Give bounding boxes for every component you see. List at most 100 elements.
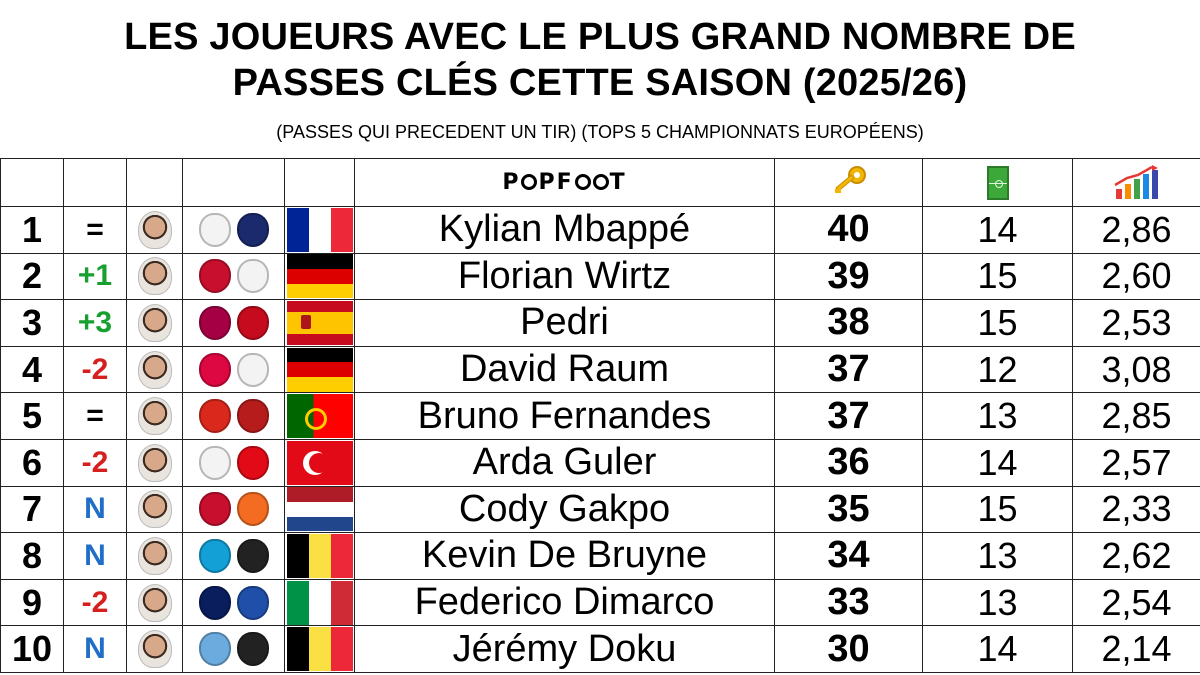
key-passes-cell: 34 (774, 532, 923, 580)
average-value: 2,86 (1101, 208, 1172, 250)
crests-cell (182, 345, 285, 394)
rank-change: +3 (77, 305, 113, 339)
player-photo (137, 443, 172, 482)
rank-cell: 7 (0, 485, 64, 534)
turkey-flag-icon (286, 440, 353, 485)
title-line-2: PASSES CLÉS CETTE SAISON (2025/26) (232, 62, 968, 104)
matches-value: 13 (977, 581, 1018, 623)
player-photo (137, 210, 172, 249)
matches-value: 15 (977, 301, 1018, 343)
key-passes-value: 34 (827, 534, 870, 577)
rank-change: +1 (77, 259, 113, 293)
player-photo (137, 350, 172, 389)
napoli-crest-icon (198, 538, 231, 573)
player-name: Pedri (520, 301, 609, 344)
page-title: LES JOUEURS AVEC LE PLUS GRAND NOMBRE DE… (0, 14, 1200, 106)
key-passes-cell: 37 (774, 392, 923, 440)
key-passes-value: 30 (827, 627, 870, 670)
rank-value: 10 (11, 628, 53, 670)
key-passes-value: 35 (827, 487, 870, 530)
table-row: 9 -2 Federico Dimarco 33 13 2,54 (0, 578, 1200, 627)
flag-cell (284, 345, 355, 394)
change-cell: -2 (63, 578, 127, 627)
average-value: 2,53 (1101, 301, 1172, 343)
key-passes-cell: 33 (774, 578, 923, 627)
player-name: Florian Wirtz (457, 254, 672, 297)
key-passes-value: 37 (827, 394, 870, 437)
key-passes-value: 38 (827, 301, 870, 344)
manchester-united-crest-icon (198, 399, 231, 434)
player-name: Kevin De Bruyne (421, 534, 708, 577)
matches-cell: 13 (922, 392, 1073, 440)
germany-flag-icon (286, 254, 353, 299)
average-cell: 3,08 (1072, 345, 1200, 394)
rank-change: N (84, 538, 106, 572)
belgium-flag-icon (286, 533, 353, 578)
rank-cell: 10 (0, 625, 64, 673)
average-value: 2,14 (1101, 628, 1172, 670)
name-cell: Kevin De Bruyne (354, 532, 775, 580)
rank-value: 6 (21, 441, 43, 483)
photo-cell (126, 392, 183, 440)
france-flag-icon (286, 207, 353, 252)
rank-value: 1 (21, 208, 43, 250)
matches-value: 14 (977, 441, 1018, 483)
rank-change: = (86, 212, 104, 246)
average-value: 2,54 (1101, 581, 1172, 623)
crests-cell (182, 485, 285, 534)
matches-cell: 14 (922, 438, 1073, 487)
change-cell: -2 (63, 345, 127, 394)
header-row: P PF T (0, 158, 1200, 207)
change-cell: = (63, 206, 127, 254)
flag-cell (284, 206, 355, 254)
matches-value: 12 (977, 348, 1018, 390)
bar-chart-icon (1113, 164, 1158, 199)
change-cell: N (63, 625, 127, 673)
average-cell: 2,86 (1072, 206, 1200, 254)
rank-change: -2 (81, 445, 109, 479)
header-cell-average (1072, 158, 1200, 207)
player-photo (137, 257, 172, 296)
average-value: 2,62 (1101, 534, 1172, 576)
portugal-flag-icon (286, 394, 353, 439)
rank-value: 3 (21, 301, 43, 343)
rank-cell: 5 (0, 392, 64, 440)
player-name: Federico Dimarco (414, 581, 715, 624)
popfoot-logo: P PF T (502, 170, 627, 195)
rank-change: N (84, 492, 106, 526)
italy-flag-icon (286, 580, 353, 625)
crests-cell (182, 578, 285, 627)
name-cell: Federico Dimarco (354, 578, 775, 627)
title-line-1: LES JOUEURS AVEC LE PLUS GRAND NOMBRE DE (124, 16, 1076, 58)
crests-cell (182, 625, 285, 673)
name-cell: Cody Gakpo (354, 485, 775, 534)
rank-change: -2 (81, 585, 109, 619)
ranking-table: P PF T (0, 158, 1200, 673)
rank-cell: 2 (0, 252, 64, 301)
flag-cell (284, 625, 355, 673)
rank-cell: 6 (0, 438, 64, 487)
crests-cell (182, 299, 285, 347)
player-name: David Raum (459, 348, 670, 391)
flag-cell (284, 438, 355, 487)
germany-federation-crest-icon (236, 352, 269, 387)
rank-cell: 9 (0, 578, 64, 627)
liverpool-crest-icon (198, 492, 231, 527)
rank-value: 8 (21, 534, 43, 576)
inter-crest-icon (198, 585, 231, 620)
player-photo (137, 583, 172, 622)
photo-cell (126, 345, 183, 394)
average-value: 3,08 (1101, 348, 1172, 390)
change-cell: +1 (63, 252, 127, 301)
matches-cell: 15 (922, 485, 1073, 534)
player-name: Arda Guler (472, 441, 657, 484)
germany-flag-icon (286, 347, 353, 392)
rank-change: = (86, 399, 104, 433)
rank-value: 7 (21, 488, 43, 530)
average-cell: 2,62 (1072, 532, 1200, 580)
header-cell-logo: P PF T (354, 158, 775, 207)
key-passes-cell: 37 (774, 345, 923, 394)
matches-value: 13 (977, 534, 1018, 576)
player-photo (137, 536, 172, 575)
rank-value: 9 (21, 581, 43, 623)
